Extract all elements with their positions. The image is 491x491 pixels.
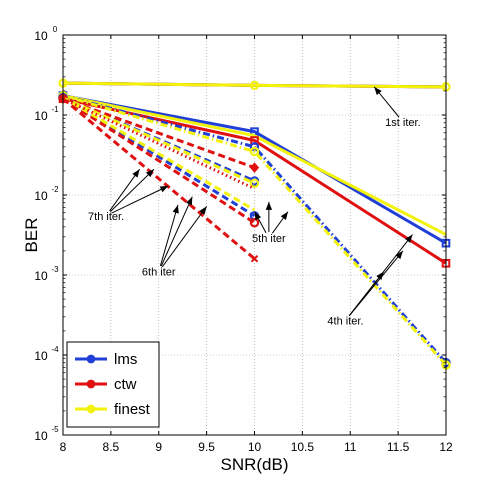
legend-label: lms bbox=[114, 351, 137, 368]
data-point bbox=[249, 146, 260, 157]
y-tick-label: 10 bbox=[34, 269, 48, 283]
y-tick-label: 10 bbox=[34, 429, 48, 443]
series-path bbox=[62, 94, 448, 366]
data-point bbox=[249, 162, 260, 173]
series-path bbox=[62, 96, 256, 185]
series-path bbox=[62, 97, 256, 191]
annotation: 5th iter bbox=[252, 201, 289, 245]
legend: lms ctw finest bbox=[66, 341, 160, 428]
series-path bbox=[62, 97, 447, 265]
series-path bbox=[62, 96, 256, 212]
y-tick-label: 10 bbox=[34, 349, 48, 363]
annotation: 7th iter. bbox=[88, 168, 169, 223]
data-point bbox=[249, 178, 260, 189]
x-tick-label: 12 bbox=[439, 440, 453, 454]
data-point bbox=[249, 80, 260, 91]
series-line bbox=[62, 97, 256, 191]
x-tick-label: 8.5 bbox=[103, 440, 120, 454]
series-group bbox=[58, 78, 451, 370]
annotation-label: 6th iter bbox=[142, 267, 176, 279]
annotation-arrowhead bbox=[199, 206, 207, 215]
annotation-arrowhead bbox=[405, 234, 413, 243]
legend-marker bbox=[86, 404, 96, 414]
legend-marker bbox=[86, 379, 96, 389]
annotation-arrow bbox=[160, 196, 193, 267]
annotation-arrow bbox=[109, 168, 141, 212]
x-tick-label: 9 bbox=[155, 440, 162, 454]
annotation-arrowhead bbox=[374, 86, 382, 96]
annotation-arrowhead bbox=[254, 211, 262, 221]
y-tick-label: 10 bbox=[34, 29, 48, 43]
x-tick-label: 9.5 bbox=[198, 440, 215, 454]
series-path bbox=[62, 97, 256, 260]
annotation-arrowhead bbox=[145, 169, 154, 178]
legend-marker bbox=[86, 354, 96, 364]
annotation-arrowhead bbox=[395, 250, 403, 260]
y-tick-label-exponent: -4 bbox=[51, 345, 59, 354]
y-tick-label-exponent: -3 bbox=[51, 265, 59, 274]
series-path bbox=[62, 97, 256, 225]
y-tick-label-exponent: -5 bbox=[51, 425, 59, 434]
legend-entry: finest bbox=[75, 401, 151, 418]
annotation-arrow bbox=[111, 185, 169, 214]
y-tick-label-exponent: -2 bbox=[51, 185, 59, 194]
y-tick-label: 10 bbox=[34, 109, 48, 123]
annotation-arrowhead bbox=[265, 201, 273, 210]
data-point bbox=[249, 218, 260, 228]
legend-label: finest bbox=[114, 401, 151, 418]
x-tick-label: 11 bbox=[344, 440, 357, 454]
x-tick-label: 10.5 bbox=[291, 440, 315, 454]
annotation-arrow bbox=[161, 206, 208, 268]
annotation-arrow bbox=[159, 204, 179, 267]
legend-entry: lms bbox=[75, 351, 137, 368]
series-path bbox=[62, 97, 256, 170]
x-tick-label: 11.5 bbox=[387, 440, 410, 454]
annotation-arrow bbox=[348, 234, 413, 317]
annotation-arrowhead bbox=[186, 196, 193, 206]
series-line bbox=[62, 94, 447, 236]
y-tick-label: 10 bbox=[34, 189, 48, 203]
y-axis-title: BER bbox=[22, 218, 41, 253]
annotation-arrow bbox=[110, 168, 155, 212]
annotation-label: 7th iter. bbox=[88, 211, 124, 223]
axis-ticks: 8 8.5 9 9.5 10 10.5 11 11.5 1210-510-410-310-210… bbox=[34, 25, 453, 454]
annotation-label: 1st iter. bbox=[385, 117, 420, 129]
annotation: 6th iter bbox=[142, 196, 208, 279]
y-tick-label-exponent: -1 bbox=[51, 105, 59, 114]
x-tick-label: 10 bbox=[248, 440, 262, 454]
annotation: 1st iter. bbox=[373, 86, 421, 129]
annotation-arrowhead bbox=[159, 185, 169, 193]
series-line bbox=[62, 96, 256, 212]
x-tick-label: 8 bbox=[60, 440, 67, 454]
annotations-group: 1st iter. 4th iter. 5th iter 6th iter 7th it… bbox=[88, 86, 421, 327]
annotation-arrowhead bbox=[172, 204, 179, 214]
annotation-arrowhead bbox=[280, 211, 289, 220]
legend-label: ctw bbox=[114, 376, 137, 393]
annotation: 4th iter. bbox=[327, 234, 413, 327]
annotation-label: 5th iter bbox=[252, 233, 286, 245]
annotation-arrowhead bbox=[132, 169, 140, 178]
legend-entry: ctw bbox=[75, 376, 137, 393]
annotation-arrow bbox=[348, 250, 404, 317]
y-tick-label-exponent: 0 bbox=[53, 25, 58, 34]
series-path bbox=[62, 81, 447, 89]
data-point bbox=[250, 254, 259, 263]
x-axis-title: SNR(dB) bbox=[220, 455, 288, 474]
annotation-label: 4th iter. bbox=[327, 315, 363, 327]
series-path bbox=[62, 94, 447, 236]
